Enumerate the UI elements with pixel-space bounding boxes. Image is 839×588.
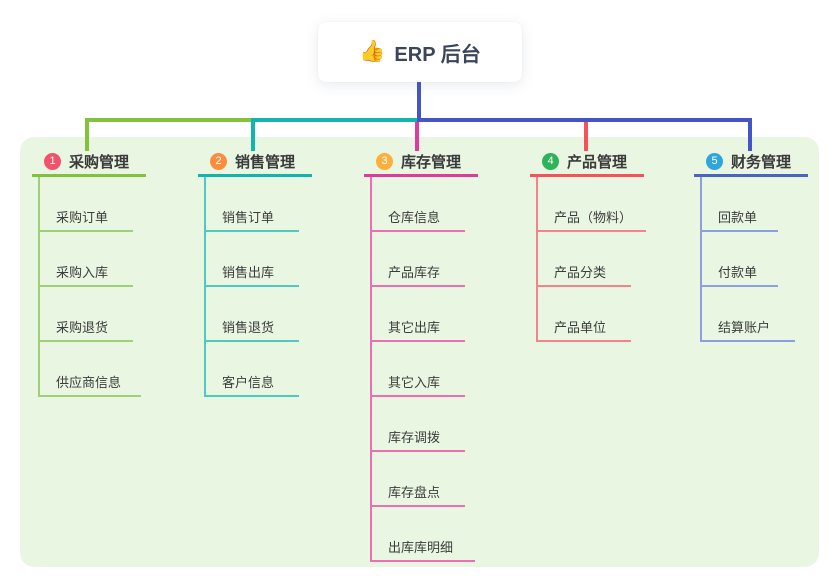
branch-child-connector — [38, 177, 40, 397]
mindmap-node: 其它出库 — [388, 320, 441, 335]
node-underline — [370, 285, 465, 287]
mindmap-node: 结算账户 — [718, 320, 771, 335]
branch-number-badge: 5 — [706, 152, 723, 170]
node-underline — [700, 285, 778, 287]
branch-label: 财务管理 — [731, 153, 792, 171]
branch-header-sales: 2 销售管理 — [210, 151, 295, 171]
node-underline — [370, 340, 465, 342]
node-underline — [204, 285, 299, 287]
node-underline — [370, 450, 465, 452]
node-underline — [536, 285, 631, 287]
branch-underline — [198, 174, 312, 177]
root-connector-line — [417, 82, 421, 120]
branch-label: 产品管理 — [567, 153, 628, 171]
thumbs-up-icon: 👍 — [359, 40, 386, 63]
branches-panel — [20, 137, 819, 567]
mindmap-node: 出库库明细 — [388, 540, 454, 555]
drop-line-branch-5 — [748, 118, 752, 151]
node-underline — [370, 230, 465, 232]
node-underline — [370, 560, 475, 562]
mindmap-node: 其它入库 — [388, 375, 441, 390]
branch-child-connector — [204, 177, 206, 397]
drop-line-branch-4 — [584, 122, 588, 151]
mindmap-node: 采购退货 — [56, 320, 109, 335]
branch-underline — [694, 174, 808, 177]
mindmap-node: 销售出库 — [222, 265, 275, 280]
node-underline — [38, 230, 133, 232]
drop-line-branch-3 — [415, 122, 419, 151]
mindmap-node: 仓库信息 — [388, 210, 441, 225]
root-label: ERP 后台 — [394, 43, 481, 66]
branch-label: 销售管理 — [235, 153, 296, 171]
node-underline — [700, 230, 778, 232]
branch-number-badge: 2 — [210, 152, 227, 170]
mindmap-node: 库存盘点 — [388, 485, 441, 500]
node-underline — [204, 230, 299, 232]
node-underline — [700, 340, 795, 342]
branch-header-finance: 5 财务管理 — [706, 151, 791, 171]
mindmap-node: 库存调拨 — [388, 430, 441, 445]
mindmap-node: 销售订单 — [222, 210, 275, 225]
branch-label: 采购管理 — [69, 153, 130, 171]
node-underline — [370, 395, 465, 397]
node-underline — [38, 340, 133, 342]
branch-child-connector — [536, 177, 538, 342]
branch-header-product: 4 产品管理 — [542, 151, 627, 171]
node-underline — [38, 285, 133, 287]
drop-line-branch-2 — [251, 118, 255, 151]
root-node: 👍 ERP 后台 — [318, 22, 522, 82]
node-underline — [370, 505, 465, 507]
branch-underline — [530, 174, 644, 177]
rail-segment-teal — [253, 118, 419, 122]
branch-number-badge: 1 — [44, 152, 61, 170]
node-underline — [536, 340, 631, 342]
mindmap-node: 产品单位 — [554, 320, 607, 335]
mindmap-node: 回款单 — [718, 210, 758, 225]
branch-underline — [32, 174, 146, 177]
mindmap-node: 付款单 — [718, 265, 758, 280]
mindmap-node: 采购入库 — [56, 265, 109, 280]
node-underline — [38, 395, 141, 397]
mindmap-node: 产品分类 — [554, 265, 607, 280]
branch-header-inventory: 3 库存管理 — [376, 151, 461, 171]
rail-segment-green — [85, 118, 253, 122]
branch-number-badge: 4 — [542, 152, 559, 170]
mindmap-node: 产品（物料） — [554, 210, 633, 225]
branch-number-badge: 3 — [376, 152, 393, 170]
mindmap-node: 采购订单 — [56, 210, 109, 225]
rail-segment-indigo — [417, 118, 752, 122]
branch-underline — [364, 174, 478, 177]
node-underline — [204, 340, 299, 342]
drop-line-branch-1 — [85, 118, 89, 151]
mindmap-node: 供应商信息 — [56, 375, 122, 390]
node-underline — [536, 230, 646, 232]
mindmap-node: 产品库存 — [388, 265, 441, 280]
node-underline — [204, 395, 299, 397]
branch-child-connector — [700, 177, 702, 342]
branch-header-purchase: 1 采购管理 — [44, 151, 129, 171]
mindmap-node: 销售退货 — [222, 320, 275, 335]
branch-child-connector — [370, 177, 372, 562]
mindmap-node: 客户信息 — [222, 375, 275, 390]
branch-label: 库存管理 — [401, 153, 462, 171]
